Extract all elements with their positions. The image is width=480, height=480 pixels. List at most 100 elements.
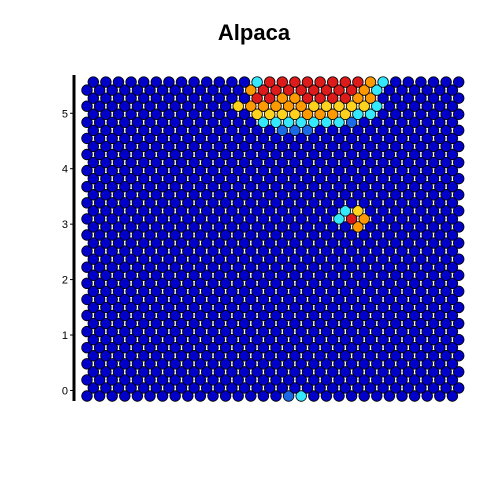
hex-cell: [93, 390, 106, 402]
hex-cell: [169, 358, 181, 370]
hex-cell: [93, 277, 106, 290]
hex-cell: [345, 164, 358, 177]
hex-cell: [282, 245, 295, 257]
hex-cell: [125, 92, 137, 104]
hex-cell: [144, 213, 156, 225]
hex-cell: [421, 213, 433, 225]
hex-cell: [219, 245, 232, 257]
hex-cell: [200, 92, 213, 104]
hex-cell: [150, 317, 163, 330]
hex-cell: [434, 197, 446, 209]
hex-cell: [169, 342, 181, 354]
hex-cell: [282, 374, 295, 386]
hex-cell: [264, 237, 276, 249]
hex-cell: [396, 100, 408, 112]
hex-cell: [402, 350, 415, 362]
hex-cell: [446, 116, 459, 129]
hex-cell: [282, 390, 295, 402]
hex-cell: [106, 309, 118, 322]
hex-cell: [371, 100, 383, 112]
hex-cell: [137, 124, 150, 137]
hex-cell: [106, 277, 118, 290]
hex-cell: [270, 100, 282, 112]
hex-cell: [352, 317, 364, 330]
hex-cell: [163, 317, 175, 330]
hex-cell: [245, 358, 257, 370]
hex-cell: [402, 317, 415, 330]
hex-cell: [125, 253, 137, 265]
hex-cell: [358, 245, 370, 257]
hex-cell: [200, 301, 213, 314]
hex-cell: [371, 84, 383, 96]
hex-cell: [408, 116, 421, 129]
hex-cell: [207, 164, 219, 177]
hex-cell: [150, 108, 163, 120]
hex-cell: [339, 92, 352, 104]
hex-cell: [427, 253, 440, 265]
hex-cell: [175, 317, 188, 330]
hex-cell: [150, 76, 163, 88]
hex-cell: [93, 132, 106, 145]
hex-cell: [156, 132, 169, 145]
hex-cell: [402, 156, 415, 169]
hex-cell: [93, 309, 106, 322]
hex-cell: [314, 366, 326, 378]
hex-cell: [440, 189, 452, 201]
hex-cell: [257, 358, 270, 370]
hex-cell: [264, 317, 276, 330]
hex-cell: [446, 325, 459, 338]
hex-cell: [169, 293, 181, 306]
hex-cell: [320, 374, 333, 386]
hex-cell: [270, 180, 282, 193]
hex-cell: [131, 245, 144, 257]
hex-cell: [226, 382, 238, 394]
hex-cell: [453, 205, 465, 217]
hex-cell: [112, 172, 125, 185]
hex-cell: [289, 221, 301, 233]
hex-cell: [232, 374, 244, 386]
hex-cell: [440, 92, 452, 104]
hex-cell: [119, 245, 131, 257]
hex-cell: [314, 333, 326, 346]
hex-cell: [408, 100, 421, 112]
hex-cell: [364, 108, 377, 120]
hex-cell: [188, 140, 200, 153]
hex-cell: [352, 366, 364, 378]
hex-cell: [352, 269, 364, 281]
hex-cell: [396, 245, 408, 257]
hex-cell: [282, 293, 295, 306]
hex-cell: [282, 180, 295, 193]
hex-cell: [245, 245, 257, 257]
hex-cell: [144, 197, 156, 209]
hex-cell: [232, 116, 244, 129]
hex-cell: [81, 309, 93, 322]
hex-cell: [232, 197, 244, 209]
hex-cell: [270, 293, 282, 306]
hex-cell: [163, 205, 175, 217]
hex-cell: [182, 245, 194, 257]
hex-cell: [434, 245, 446, 257]
hex-cell: [245, 390, 257, 402]
hex-cell: [270, 342, 282, 354]
hex-cell: [87, 269, 100, 281]
hex-cell: [81, 358, 93, 370]
hex-cell: [119, 164, 131, 177]
hex-cell: [434, 325, 446, 338]
hex-cell: [345, 358, 358, 370]
hex-cell: [226, 366, 238, 378]
hex-cell: [396, 325, 408, 338]
hex-cell: [144, 358, 156, 370]
hex-cell: [182, 116, 194, 129]
hex-cell: [238, 269, 251, 281]
hex-cell: [276, 221, 289, 233]
hex-cell: [270, 245, 282, 257]
hex-cell: [182, 261, 194, 273]
hex-cell: [339, 269, 352, 281]
hex-cell: [333, 84, 345, 96]
hex-cell: [144, 84, 156, 96]
hex-cell: [377, 317, 389, 330]
hex-cell: [213, 76, 226, 88]
hex-cell: [390, 237, 402, 249]
hex-cell: [219, 325, 232, 338]
hex-cell: [440, 156, 452, 169]
